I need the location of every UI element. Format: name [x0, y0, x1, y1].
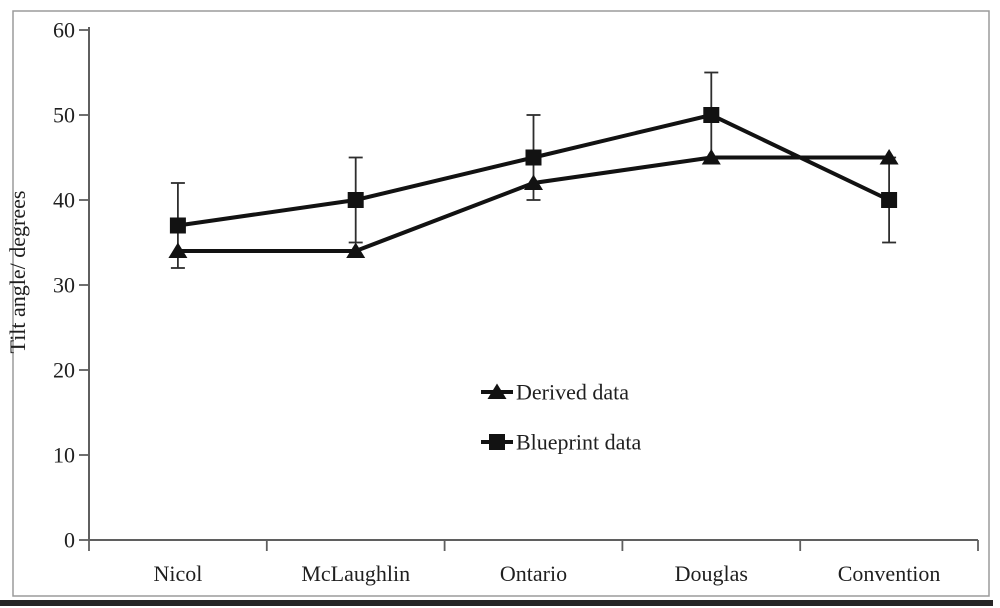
data-point-square-marker — [881, 192, 898, 208]
legend-label: Blueprint data — [516, 430, 641, 455]
data-point-triangle-marker — [879, 149, 899, 165]
data-point-square-marker — [525, 149, 542, 166]
y-tick-label: 30 — [53, 273, 75, 298]
y-tick-label: 10 — [53, 443, 75, 468]
data-point-square-marker — [347, 192, 364, 208]
y-tick-label: 40 — [53, 188, 75, 213]
legend-square-marker — [489, 434, 505, 450]
data-point-square-marker — [169, 217, 186, 234]
figure-border — [12, 10, 990, 597]
x-category-label: Ontario — [500, 561, 567, 586]
y-tick-label: 50 — [53, 103, 75, 128]
x-category-label: Nicol — [153, 561, 202, 586]
x-category-label: McLaughlin — [301, 561, 410, 586]
x-category-label: Douglas — [675, 561, 748, 586]
data-point-triangle-marker — [701, 149, 721, 165]
legend-triangle-marker — [487, 383, 507, 399]
data-point-triangle-marker — [524, 174, 543, 190]
bottom-rule — [0, 600, 993, 606]
x-category-label: Convention — [838, 561, 941, 586]
legend-label: Derived data — [516, 380, 629, 405]
y-axis-title: Tilt angle/ degrees — [5, 191, 30, 354]
data-point-triangle-marker — [346, 242, 366, 258]
y-tick-label: 20 — [53, 358, 75, 383]
y-tick-label: 0 — [64, 528, 75, 553]
data-point-square-marker — [703, 107, 720, 123]
data-point-triangle-marker — [168, 242, 188, 258]
y-tick-label: 60 — [53, 18, 75, 43]
